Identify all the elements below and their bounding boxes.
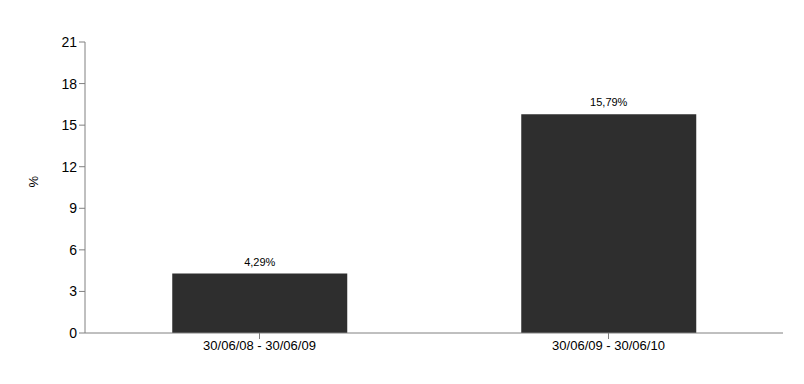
svg-text:12: 12 <box>61 159 77 175</box>
svg-text:4,29%: 4,29% <box>244 256 275 268</box>
svg-text:9: 9 <box>69 200 77 216</box>
svg-text:%: % <box>26 176 41 188</box>
svg-text:6: 6 <box>69 242 77 258</box>
svg-text:18: 18 <box>61 76 77 92</box>
svg-text:30/06/09 - 30/06/10: 30/06/09 - 30/06/10 <box>552 338 665 353</box>
svg-text:15,79%: 15,79% <box>590 96 628 108</box>
svg-text:0: 0 <box>69 325 77 341</box>
svg-text:21: 21 <box>61 34 77 50</box>
svg-text:15: 15 <box>61 117 77 133</box>
svg-text:3: 3 <box>69 283 77 299</box>
svg-text:30/06/08 - 30/06/09: 30/06/08 - 30/06/09 <box>203 338 316 353</box>
